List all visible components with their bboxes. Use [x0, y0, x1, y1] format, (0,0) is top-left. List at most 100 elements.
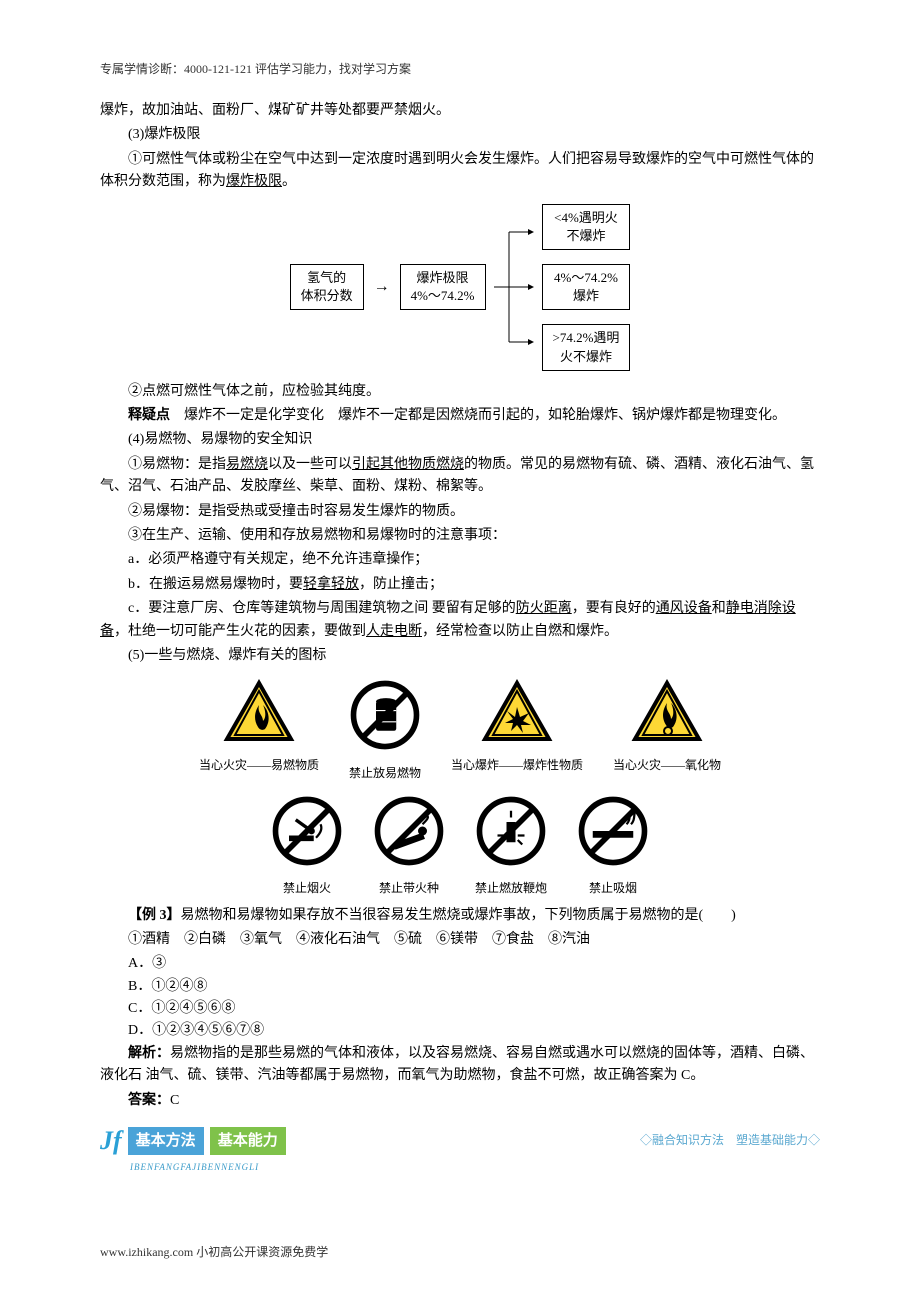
hazard-item: 当心爆炸——爆炸性物质 [451, 679, 583, 783]
underline: 引起其他物质燃烧 [352, 457, 464, 472]
underline: 通风设备 [656, 601, 712, 616]
text: ①易燃物：是指 [128, 457, 226, 472]
hazard-item: 禁止烟火 [271, 795, 343, 899]
text: ①可燃性气体或粉尘在空气中达到一定浓度时遇到明火会发生爆炸。人们把容易导致爆炸的… [100, 152, 814, 189]
prohibition-circle-icon [271, 795, 343, 875]
underline: 易燃烧 [226, 457, 268, 472]
text: 4%～74.2% [553, 269, 620, 287]
text: 火不爆炸 [553, 348, 620, 366]
diagram-box-b1: <4%遇明火 不爆炸 [542, 204, 631, 250]
option-b: B．①②④⑧ [128, 976, 820, 998]
hazard-item: 当心火灾——氧化物 [613, 679, 721, 783]
option-c: C．①②④⑤⑥⑧ [128, 998, 820, 1020]
text: 爆炸 [553, 287, 620, 305]
footer-banner: Jf 基本方法 基本能力 ◇融合知识方法 塑造基础能力◇ [100, 1120, 820, 1162]
example-question: 【例 3】易燃物和易爆物如果存放不当很容易发生燃烧或爆炸事故，下列物质属于易燃物… [100, 905, 820, 927]
hazard-row-2: 禁止烟火 禁止带火种 禁止燃放鞭炮 禁止吸烟 [100, 795, 820, 899]
question-text: 易燃物和易爆物如果存放不当很容易发生燃烧或爆炸事故，下列物质属于易燃物的是( ) [181, 908, 736, 923]
answer: 答案：C [100, 1090, 820, 1112]
text: ，经常检查以防止自燃和爆炸。 [422, 624, 618, 639]
arrow-icon: → [372, 274, 392, 300]
text: 4%～74.2% [411, 287, 475, 305]
hazard-label: 禁止燃放鞭炮 [475, 879, 547, 898]
prohibition-circle-icon [475, 795, 547, 875]
text: ，防止撞击； [359, 577, 443, 592]
answer-value: C [170, 1093, 179, 1108]
warning-triangle-icon [223, 679, 295, 751]
lead-bold: 释疑点 [128, 408, 170, 423]
para-precautions: ③在生产、运输、使用和存放易燃物和易爆物时的注意事项： [100, 525, 820, 547]
heading-5: (5)一些与燃烧、爆炸有关的图标 [100, 645, 820, 667]
hazard-item: 禁止放易燃物 [349, 679, 421, 783]
warning-triangle-icon [481, 679, 553, 751]
banner-pinyin: IBENFANGFAJIBENNENGLI [130, 1160, 820, 1174]
example-lead: 【例 3】 [128, 908, 181, 923]
banner-right: ◇融合知识方法 塑造基础能力◇ [640, 1131, 820, 1150]
hazard-label: 禁止放易燃物 [349, 764, 421, 783]
hazard-label: 当心火灾——易燃物质 [199, 756, 319, 775]
option-d: D．①②③④⑤⑥⑦⑧ [128, 1020, 820, 1042]
analysis: 解析：易燃物指的是那些易燃的气体和液体，以及容易燃烧、容易自燃或遇水可以燃烧的固… [100, 1043, 820, 1088]
text: 和 [712, 601, 726, 616]
hazard-item: 禁止带火种 [373, 795, 445, 899]
analysis-lead: 解析： [128, 1046, 170, 1061]
heading-3: (3)爆炸极限 [100, 124, 820, 146]
hazard-label: 禁止带火种 [379, 879, 439, 898]
diagram-box-b2: 4%～74.2% 爆炸 [542, 264, 631, 310]
header-note: 专属学情诊断：4000-121-121 评估学习能力，找对学习方案 [100, 60, 411, 79]
underline-term: 爆炸极限 [226, 174, 282, 189]
para-flammable: ①易燃物：是指易燃烧以及一些可以引起其他物质燃烧的物质。常见的易燃物有硫、磷、酒… [100, 454, 820, 499]
text: 不爆炸 [553, 227, 620, 245]
text: 体积分数 [301, 287, 353, 305]
prohibition-circle-icon [373, 795, 445, 875]
hazard-item: 当心火灾——易燃物质 [199, 679, 319, 783]
banner-initials: Jf [100, 1120, 122, 1162]
hazard-label: 禁止吸烟 [589, 879, 637, 898]
answer-lead: 答案： [128, 1093, 170, 1108]
banner-tag-2: 基本能力 [210, 1127, 286, 1155]
text: ，杜绝一切可能产生火花的因素，要做到 [114, 624, 366, 639]
analysis-text: 易燃物指的是那些易燃的气体和液体，以及容易燃烧、容易自燃或遇水可以燃烧的固体等，… [100, 1046, 814, 1083]
banner-tag-1: 基本方法 [128, 1127, 204, 1155]
prohibition-circle-icon [577, 795, 649, 875]
text: 爆炸不一定是化学变化 爆炸不一定都是因燃烧而引起的，如轮胎爆炸、锅炉爆炸都是物理… [170, 408, 786, 423]
underline: 人走电断 [366, 624, 422, 639]
diagram-box-b3: >74.2%遇明 火不爆炸 [542, 324, 631, 370]
hazard-item: 禁止吸烟 [577, 795, 649, 899]
text: 爆炸极限 [411, 269, 475, 287]
prohibition-circle-icon [349, 679, 421, 759]
underline: 轻拿轻放 [303, 577, 359, 592]
text: c．要注意厂房、仓库等建筑物与周围建筑物之间 要留有足够的 [128, 601, 516, 616]
hazard-item: 禁止燃放鞭炮 [475, 795, 547, 899]
para-a: a．必须严格遵守有关规定，绝不允许违章操作； [100, 549, 820, 571]
text: b．在搬运易燃易爆物时，要 [128, 577, 303, 592]
text: ，要有良好的 [572, 601, 656, 616]
text: <4%遇明火 [553, 209, 620, 227]
hazard-label: 禁止烟火 [283, 879, 331, 898]
underline: 防火距离 [516, 601, 572, 616]
text: 氢气的 [301, 269, 353, 287]
para-c: c．要注意厂房、仓库等建筑物与周围建筑物之间 要留有足够的防火距离，要有良好的通… [100, 598, 820, 643]
branch-arrows-icon [494, 207, 534, 367]
hazard-label: 当心火灾——氧化物 [613, 756, 721, 775]
text: 以及一些可以 [268, 457, 352, 472]
hazard-row-1: 当心火灾——易燃物质 禁止放易燃物 当心爆炸——爆炸性物质 当心火灾——氧化物 [100, 679, 820, 783]
flow-diagram: 氢气的 体积分数 → 爆炸极限 4%～74.2% <4%遇明火 [100, 204, 820, 371]
para-explosive: ②易爆物：是指受热或受撞击时容易发生爆炸的物质。 [100, 501, 820, 523]
question-items: ①酒精 ②白磷 ③氧气 ④液化石油气 ⑤硫 ⑥镁带 ⑦食盐 ⑧汽油 [100, 929, 820, 951]
para-continue: 爆炸，故加油站、面粉厂、煤矿矿井等处都要严禁烟火。 [100, 100, 820, 122]
option-a: A．③ [128, 953, 820, 975]
para-b: b．在搬运易燃易爆物时，要轻拿轻放，防止撞击； [100, 574, 820, 596]
document-body: 爆炸，故加油站、面粉厂、煤矿矿井等处都要严禁烟火。 (3)爆炸极限 ①可燃性气体… [100, 100, 820, 1174]
text: 。 [282, 174, 296, 189]
heading-4: (4)易燃物、易爆物的安全知识 [100, 429, 820, 451]
text: >74.2%遇明 [553, 329, 620, 347]
para-shiyi: 释疑点 爆炸不一定是化学变化 爆炸不一定都是因燃烧而引起的，如轮胎爆炸、锅炉爆炸… [100, 405, 820, 427]
diagram-box-left: 氢气的 体积分数 [290, 264, 364, 310]
footer-note: www.izhikang.com 小初高公开课资源免费学 [100, 1243, 328, 1262]
diagram-box-mid: 爆炸极限 4%～74.2% [400, 264, 486, 310]
para-explosion-limit: ①可燃性气体或粉尘在空气中达到一定浓度时遇到明火会发生爆炸。人们把容易导致爆炸的… [100, 149, 820, 194]
hazard-label: 当心爆炸——爆炸性物质 [451, 756, 583, 775]
options: A．③ B．①②④⑧ C．①②④⑤⑥⑧ D．①②③④⑤⑥⑦⑧ [128, 953, 820, 1043]
para-purity: ②点燃可燃性气体之前，应检验其纯度。 [100, 381, 820, 403]
